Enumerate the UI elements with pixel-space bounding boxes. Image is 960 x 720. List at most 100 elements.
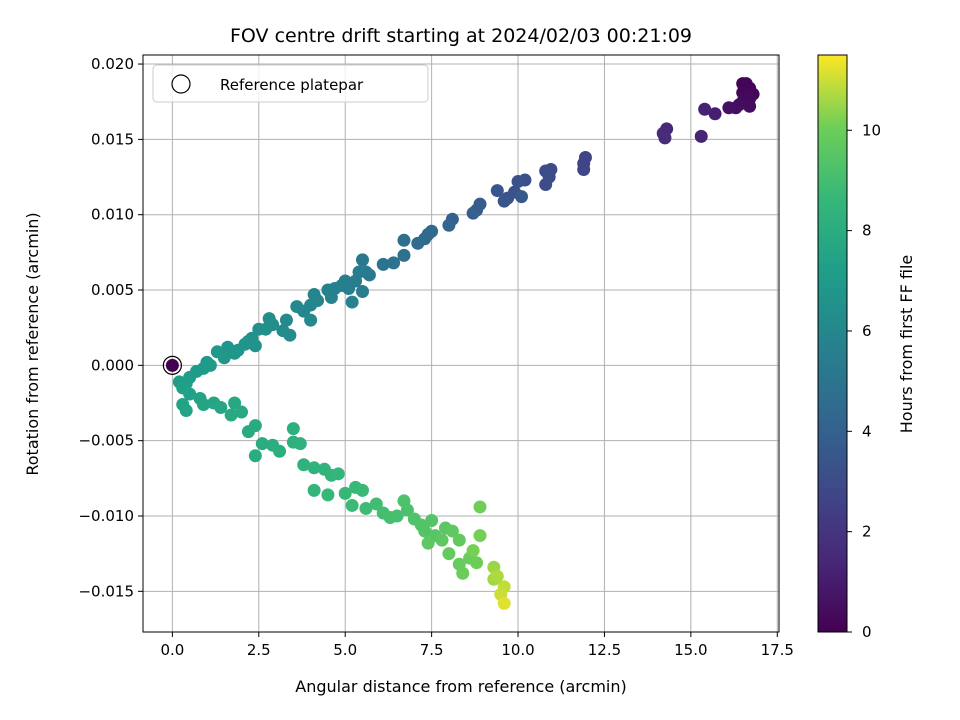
- y-tick-label: 0.000: [91, 356, 134, 374]
- data-point: [397, 248, 411, 262]
- data-point: [345, 295, 359, 309]
- data-point: [324, 291, 338, 305]
- data-point: [466, 206, 480, 220]
- data-point: [210, 345, 224, 359]
- data-point: [224, 408, 238, 422]
- data-point: [442, 218, 456, 232]
- x-tick-label: 10.0: [501, 641, 534, 659]
- colorbar-gradient: [817, 54, 848, 633]
- grid-lines: [143, 55, 779, 632]
- data-point: [355, 253, 369, 267]
- colorbar-tick-label: 6: [862, 322, 872, 340]
- data-point: [304, 313, 318, 327]
- data-point: [539, 178, 553, 192]
- data-point: [387, 256, 401, 270]
- colorbar-tick-label: 10: [862, 121, 881, 139]
- data-point: [359, 501, 373, 515]
- data-point: [228, 396, 242, 410]
- data-point: [445, 524, 459, 538]
- data-point: [286, 422, 300, 436]
- data-point: [369, 497, 383, 511]
- data-point: [376, 257, 390, 271]
- data-point: [490, 184, 504, 198]
- data-point: [425, 514, 439, 528]
- data-point: [511, 175, 525, 189]
- data-point: [307, 483, 321, 497]
- data-point: [290, 300, 304, 314]
- data-point: [338, 486, 352, 500]
- data-point: [283, 328, 297, 342]
- x-axis-ticks: 0.0 2.5 5.0 7.5 10.0 12.5 15.0 17.5: [160, 632, 794, 659]
- y-tick-label: −0.010: [78, 507, 134, 525]
- data-point: [470, 556, 484, 570]
- data-point: [497, 596, 511, 610]
- data-point: [452, 533, 466, 547]
- data-point: [466, 544, 480, 558]
- data-point: [252, 322, 266, 336]
- x-tick-label: 7.5: [420, 641, 444, 659]
- data-point: [362, 268, 376, 282]
- x-tick-label: 5.0: [333, 641, 357, 659]
- data-point: [248, 419, 262, 433]
- data-point: [490, 569, 504, 583]
- data-point: [179, 404, 193, 418]
- data-point: [390, 509, 404, 523]
- colorbar-tick-label: 4: [862, 422, 872, 440]
- data-point: [694, 129, 708, 143]
- data-point: [248, 449, 262, 463]
- data-point: [255, 437, 269, 451]
- y-tick-label: 0.010: [91, 206, 134, 224]
- data-point: [411, 236, 425, 250]
- data-point: [722, 101, 736, 115]
- data-point: [514, 190, 528, 204]
- data-point: [345, 498, 359, 512]
- data-point: [228, 346, 242, 360]
- colorbar-ticks: 0 2 4 6 8 10: [847, 121, 881, 641]
- data-point: [297, 458, 311, 472]
- data-point: [355, 285, 369, 299]
- data-point: [708, 107, 722, 121]
- colorbar: 0 2 4 6 8 10 Hours from first FF file: [817, 54, 916, 641]
- data-point: [658, 131, 672, 145]
- data-point: [331, 467, 345, 481]
- x-tick-label: 2.5: [247, 641, 271, 659]
- reference-data-point: [165, 358, 179, 372]
- y-axis-label: Rotation from reference (arcmin): [23, 212, 42, 475]
- legend-box: [152, 64, 429, 103]
- data-points: [162, 77, 760, 610]
- y-tick-label: 0.020: [91, 55, 134, 73]
- data-point: [743, 99, 757, 113]
- data-point: [273, 444, 287, 458]
- data-point: [183, 387, 197, 401]
- y-tick-label: −0.015: [78, 582, 134, 600]
- data-point: [418, 524, 432, 538]
- data-point: [397, 494, 411, 508]
- colorbar-tick-label: 8: [862, 222, 872, 240]
- y-tick-label: −0.005: [78, 432, 134, 450]
- data-point: [214, 401, 228, 415]
- x-tick-label: 12.5: [588, 641, 621, 659]
- data-point: [473, 529, 487, 543]
- legend: Reference platepar: [152, 64, 429, 103]
- x-axis-label: Angular distance from reference (arcmin): [295, 677, 626, 696]
- data-point: [321, 488, 335, 502]
- y-axis-ticks: −0.015 −0.010 −0.005 0.000 0.005 0.010 0.015 0.…: [78, 55, 143, 600]
- x-tick-label: 0.0: [160, 641, 184, 659]
- data-point: [293, 437, 307, 451]
- legend-reference-marker: [171, 74, 191, 94]
- x-tick-label: 17.5: [761, 641, 794, 659]
- data-point: [497, 194, 511, 208]
- data-point: [338, 274, 352, 288]
- data-point: [307, 461, 321, 475]
- colorbar-tick-label: 0: [862, 623, 872, 641]
- data-point: [235, 405, 249, 419]
- data-point: [698, 102, 712, 116]
- colorbar-tick-label: 2: [862, 523, 872, 541]
- data-point: [577, 162, 591, 176]
- data-point: [279, 313, 293, 327]
- data-point: [421, 536, 435, 550]
- data-point: [196, 398, 210, 412]
- data-point: [456, 566, 470, 580]
